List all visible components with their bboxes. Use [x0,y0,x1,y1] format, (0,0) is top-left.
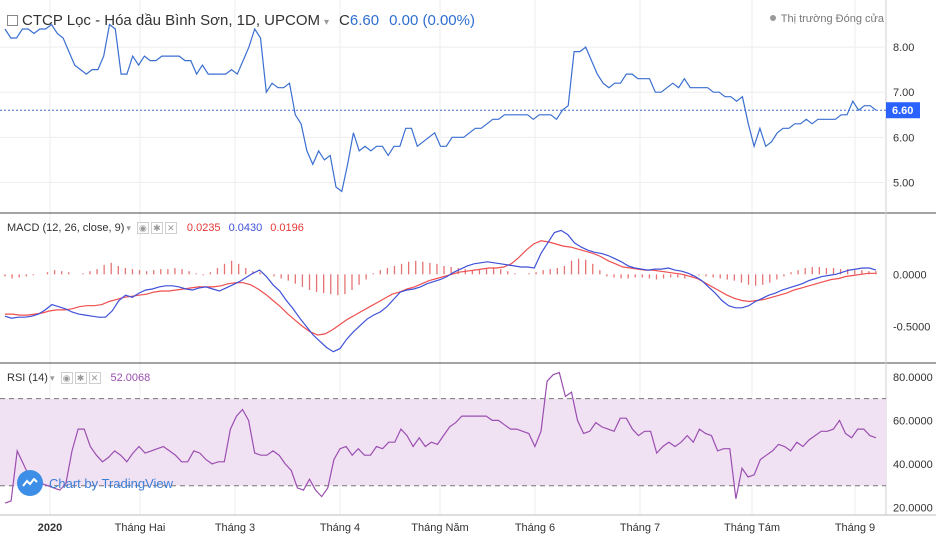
macd-tick-label: -0.5000 [893,322,930,334]
status-dot-icon [769,15,776,21]
rsi-name: RSI (14) [7,372,48,384]
price-series-line [4,23,877,193]
price-tick-label: 5.00 [893,177,914,189]
rsi-tick-label: 40.0000 [893,459,933,471]
time-tick-label: Tháng 6 [515,522,555,534]
market-status-text: Thị trường Đóng cửa [780,13,884,25]
time-tick-label: 2020 [38,522,62,534]
last-price-label-bg [886,102,920,119]
gear-icon[interactable]: ✱ [74,372,87,385]
macd-signal-value: 0.0196 [270,222,304,234]
close-icon[interactable]: ✕ [88,372,101,385]
rsi-tick-label: 80.0000 [893,372,933,384]
chevron-down-icon[interactable]: ▾ [324,17,330,28]
macd-value: 0.0430 [228,222,263,234]
time-tick-label: Tháng 3 [215,522,255,534]
macd-histogram-value: 0.0235 [186,222,221,234]
close-value: 6.60 [349,12,380,29]
tradingview-logo-text: Chart by TradingView [49,475,174,491]
rsi-tick-label: 60.0000 [893,415,933,427]
macd-tick-label: 0.0000 [893,269,927,281]
rsi-legend: RSI (14) ▾ ◉ ✱ ✕ 52.0068 [7,372,151,385]
chevron-down-icon[interactable]: ▾ [49,373,55,383]
close-icon[interactable]: ✕ [164,222,177,235]
last-price-label: 6.60 [892,105,913,117]
tradingview-logo[interactable]: Chart by TradingView [17,470,173,496]
tradingview-logo-icon [17,470,43,496]
rsi-line [4,371,877,504]
price-change: 0.00 (0.00%) [389,12,475,29]
macd-signal-line [5,240,876,336]
time-tick-label: Tháng Năm [411,522,468,534]
time-tick-label: Tháng Hai [115,522,166,534]
chart-header: CTCP Lọc - Hóa dầu Bình Sơn, 1D, UPCOM ▾ C… [7,12,475,29]
price-tick-label: 8.00 [893,42,914,54]
time-tick-label: Tháng 7 [620,522,660,534]
rsi-value: 52.0068 [110,372,151,384]
gear-icon[interactable]: ✱ [150,222,163,235]
eye-icon[interactable]: ◉ [136,222,149,235]
market-status: Thị trường Đóng cửa [769,13,884,25]
time-tick-label: Tháng 9 [835,522,875,534]
time-tick-label: Tháng Tám [724,522,780,534]
close-label: C [339,12,350,29]
price-tick-label: 7.00 [893,87,914,99]
rsi-band [0,398,886,486]
time-tick-label: Tháng 4 [320,522,360,534]
symbol-title: CTCP Lọc - Hóa dầu Bình Sơn, 1D, UPCOM [22,12,321,29]
macd-name: MACD (12, 26, close, 9) [7,222,125,234]
chevron-down-icon[interactable]: ▾ [126,223,131,233]
price-tick-label: 6.00 [893,132,914,144]
macd-line [4,229,877,353]
eye-icon[interactable]: ◉ [60,372,73,385]
rsi-tick-label: 20.0000 [893,502,933,514]
macd-legend: MACD (12, 26, close, 9) ▾ ◉ ✱ ✕ 0.0235 0.0430 0… [7,222,304,235]
symbol-toggle-icon[interactable] [7,15,18,26]
